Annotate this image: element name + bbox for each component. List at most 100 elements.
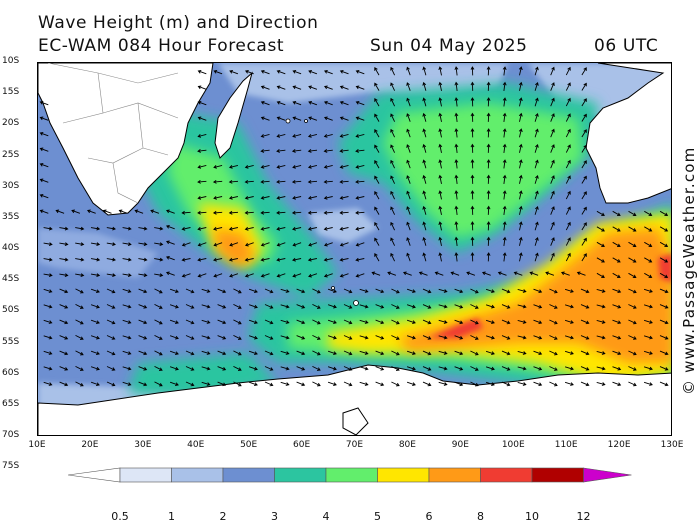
direction-arrow	[39, 131, 49, 137]
direction-arrow	[343, 366, 353, 371]
direction-arrow	[339, 133, 349, 138]
direction-arrow	[276, 164, 286, 169]
direction-arrow	[323, 257, 333, 262]
direction-arrow	[612, 241, 621, 248]
longitude-label: 40E	[187, 440, 205, 450]
direction-arrow	[375, 350, 385, 356]
direction-arrow	[323, 133, 333, 138]
direction-arrow	[296, 304, 306, 309]
direction-arrow	[43, 257, 53, 262]
direction-arrow	[90, 288, 100, 294]
direction-arrow	[296, 288, 306, 294]
direction-arrow	[422, 81, 427, 91]
direction-arrow	[90, 350, 100, 356]
direction-arrow	[233, 319, 242, 325]
direction-arrow	[486, 252, 491, 262]
direction-arrow	[138, 335, 148, 340]
direction-arrow	[659, 381, 669, 387]
direction-arrow	[355, 273, 365, 278]
direction-arrow	[438, 252, 443, 262]
direction-arrow	[39, 178, 49, 183]
direction-arrow	[486, 159, 491, 169]
direction-arrow	[260, 226, 270, 231]
australia-landmass	[585, 63, 671, 204]
direction-arrow	[406, 319, 416, 325]
direction-arrow	[276, 257, 286, 262]
direction-arrow	[486, 112, 491, 122]
direction-arrow	[308, 116, 318, 121]
direction-arrow	[470, 205, 475, 215]
direction-arrow	[406, 381, 416, 387]
direction-arrow	[422, 159, 427, 169]
direction-arrow	[323, 100, 333, 106]
direction-arrow	[296, 350, 306, 356]
direction-arrow	[406, 190, 411, 200]
direction-arrow	[628, 366, 637, 371]
direction-arrow	[454, 190, 459, 200]
direction-arrow	[628, 241, 637, 248]
direction-arrow	[502, 66, 507, 76]
direction-arrow	[323, 116, 333, 121]
direction-arrow	[470, 174, 475, 184]
direction-arrow	[75, 303, 84, 309]
direction-arrow	[628, 381, 637, 387]
direction-arrow	[233, 381, 242, 387]
direction-arrow	[169, 335, 179, 340]
direction-arrow	[169, 288, 179, 294]
direction-arrow	[534, 81, 539, 91]
direction-arrow	[550, 113, 555, 122]
colorbar-segment	[68, 467, 121, 483]
direction-arrow	[485, 366, 495, 371]
direction-arrow	[90, 381, 100, 387]
direction-arrow	[102, 209, 112, 214]
direction-arrow	[518, 159, 523, 169]
direction-arrow	[276, 133, 286, 138]
direction-arrow	[628, 226, 637, 232]
direction-arrow	[643, 381, 653, 386]
colorbar-label: 10	[525, 510, 539, 523]
direction-arrow	[213, 273, 223, 278]
direction-arrow	[422, 174, 427, 184]
direction-arrow	[106, 288, 116, 294]
direction-arrow	[276, 273, 286, 278]
direction-arrow	[59, 366, 69, 371]
direction-arrow	[390, 113, 396, 122]
direction-arrow	[138, 319, 148, 325]
direction-arrow	[201, 366, 211, 371]
longitude-label: 50E	[240, 440, 258, 450]
direction-arrow	[422, 288, 432, 294]
direction-arrow	[390, 206, 396, 215]
direction-arrow	[154, 365, 163, 371]
direction-arrow	[307, 226, 317, 231]
direction-arrow	[323, 273, 333, 278]
direction-arrow	[565, 206, 571, 215]
colorbar-segment	[274, 467, 327, 483]
direction-arrow	[550, 97, 555, 107]
direction-arrow	[43, 304, 53, 309]
direction-arrow	[644, 210, 653, 217]
direction-arrow	[374, 82, 380, 91]
direction-arrow	[422, 381, 432, 387]
direction-arrow	[422, 236, 427, 246]
direction-arrow	[518, 252, 523, 262]
direction-arrow	[406, 237, 411, 246]
direction-arrow	[59, 257, 69, 262]
direction-arrow	[154, 319, 163, 325]
direction-arrow	[501, 381, 511, 387]
direction-arrow	[39, 147, 49, 152]
direction-arrow	[118, 209, 128, 214]
direction-arrow	[422, 319, 432, 325]
direction-arrow	[260, 210, 270, 215]
direction-arrow	[596, 226, 605, 232]
direction-arrow	[323, 242, 333, 247]
direction-arrow	[391, 350, 400, 356]
colorbar-segment	[531, 467, 584, 483]
direction-arrow	[438, 190, 443, 200]
direction-arrow	[248, 335, 258, 340]
direction-arrow	[106, 366, 116, 371]
direction-arrow	[596, 272, 605, 279]
direction-arrow	[549, 319, 558, 325]
direction-arrow	[323, 148, 333, 153]
direction-arrow	[533, 366, 543, 371]
direction-arrow	[485, 304, 495, 309]
